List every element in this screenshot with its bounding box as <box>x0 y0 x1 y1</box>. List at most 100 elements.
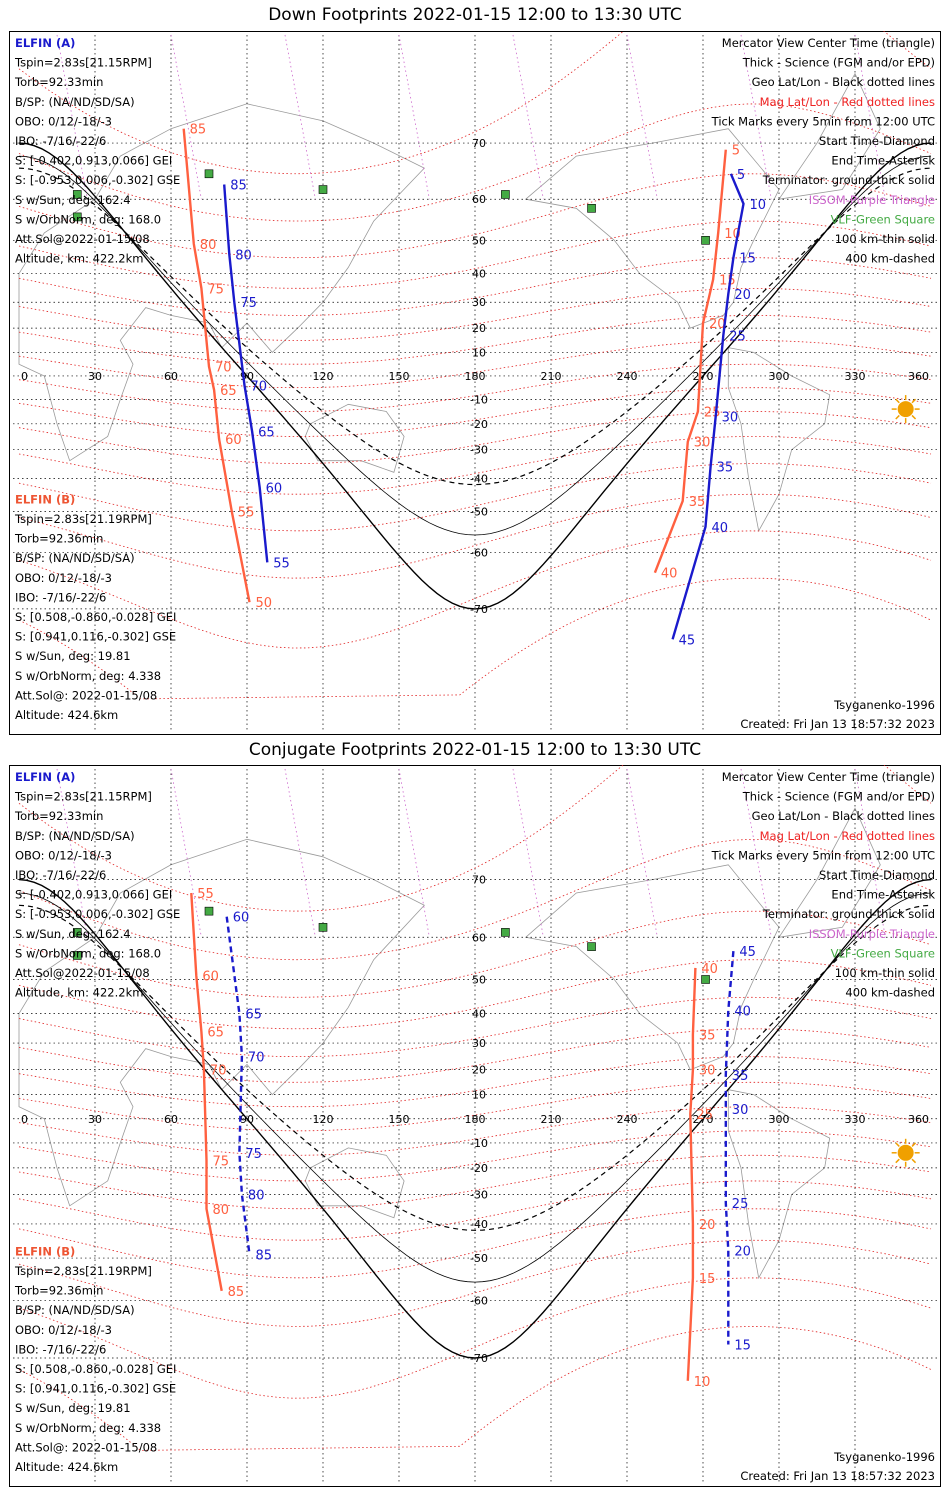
elfin-a-track-tick-label: 45 <box>679 633 696 648</box>
geo-grid <box>13 35 937 731</box>
elfin-b-param: OBO: 0/12/-18/-3 <box>15 571 112 585</box>
elfin-a-param: B/SP: (NA/ND/SD/SA) <box>15 95 135 109</box>
elfin-b-info: ELFIN (B) Tspin=2.83s[21.19RPM] Torb=92.36… <box>14 1244 176 1474</box>
elfin-a-track-tick-label: 70 <box>248 1051 265 1066</box>
elfin-a-track-tick-label: 45 <box>739 945 756 960</box>
elfin-b-track-tick-label: 35 <box>689 495 706 510</box>
elfin-a-track-tick-label: 60 <box>233 911 250 926</box>
vlf-green-square <box>501 928 510 937</box>
elfin-a-track-tick-label: 55 <box>273 556 290 571</box>
lon-tick-label: 90 <box>240 1113 254 1126</box>
elfin-b-param: S: [0.508,-0.860,-0.028] GEI <box>15 1362 176 1376</box>
elfin-b-param: S w/OrbNorm, deg: 4.338 <box>15 669 161 683</box>
legend-entry: End Time-Asterisk <box>831 888 935 902</box>
elfin-a-track-tick-label: 20 <box>734 288 751 303</box>
elfin-b-param: S w/Sun, deg: 19.81 <box>15 1401 131 1415</box>
lat-tick-label: -40 <box>470 472 488 485</box>
vlf-green-square <box>318 923 328 932</box>
elfin-b-track-tick-label: 5 <box>732 144 740 159</box>
elfin-b-param: S: [0.941,0.116,-0.302] GSE <box>15 1382 176 1396</box>
created-timestamp: Created: Fri Jan 13 18:57:32 2023 <box>740 717 935 731</box>
legend-entry: Mercator View Center Time (triangle) <box>722 770 935 784</box>
legend-entry: 400 km-dashed <box>845 986 935 1000</box>
elfin-a-track-tick-label: 10 <box>750 198 767 213</box>
mag-grid <box>18 31 932 700</box>
legend-entry: ISSOM-Purple Triangle <box>809 927 935 941</box>
lat-tick-label: -70 <box>470 603 488 616</box>
elfin-b-track-line <box>686 967 697 1381</box>
elfin-b-param: Torb=92.36min <box>14 1284 103 1298</box>
elfin-a-track-tick-label: 65 <box>258 425 275 440</box>
elfin-b-track-tick-label: 55 <box>197 887 214 902</box>
legend-entry: Thick - Science (FGM and/or EPD) <box>742 56 935 70</box>
legend-entry: End Time-Asterisk <box>831 154 935 168</box>
elfin-a-param: Tspin=2.83s[21.15RPM] <box>14 790 152 804</box>
axis-labels: 0 30 60 90 120 150 180 210 240 270 300 330 360 70 60 50… <box>21 874 929 1365</box>
elfin-b-track-line <box>653 149 727 574</box>
elfin-b-param: S w/OrbNorm, deg: 4.338 <box>15 1421 161 1435</box>
lon-tick-label: 360 <box>908 1113 929 1126</box>
elfin-a-param: S: [-0.953,0.006,-0.302] GSE <box>15 907 180 921</box>
elfin-b-track-tick-label: 15 <box>699 1272 716 1287</box>
vlf-green-square <box>72 928 82 937</box>
legend-entry: VLF-Green Square <box>831 212 935 226</box>
elfin-a-track-tick-label: 75 <box>245 1147 262 1162</box>
lon-tick-label: 120 <box>313 370 334 383</box>
elfin-b-track-tick-label: 65 <box>207 1026 224 1041</box>
legend-entry: Mag Lat/Lon - Red dotted lines <box>760 95 935 109</box>
mlt-lines <box>56 768 886 938</box>
model-name: Tsyganenko-1996 <box>833 1450 935 1464</box>
lon-tick-label: 240 <box>617 1113 638 1126</box>
elfin-a-param: S w/Sun, deg: 162.4 <box>15 927 131 941</box>
vlf-stations <box>72 906 710 984</box>
elfin-a-param: S w/Sun, deg: 162.4 <box>15 193 131 207</box>
lon-tick-label: 120 <box>313 1113 334 1126</box>
lon-tick-label: 240 <box>617 370 638 383</box>
elfin-a-param: Att.Sol@2022-01-15/08 <box>15 232 150 246</box>
elfin-a-param: S: [-0.402,0.913,0.066] GEI <box>15 888 172 902</box>
legend-entry: Mercator View Center Time (triangle) <box>722 36 935 50</box>
elfin-a-track-line <box>225 916 251 1255</box>
elfin-b-track-tick-label: 85 <box>190 123 207 138</box>
elfin-b-track-tick-label: 70 <box>215 361 232 376</box>
elfin-a-track-tick-label: 30 <box>722 410 739 425</box>
elfin-b-param: Altitude: 424.6km <box>15 1460 118 1474</box>
lat-tick-label: -10 <box>470 394 488 407</box>
elfin-a-param: S: [-0.953,0.006,-0.302] GSE <box>15 173 180 187</box>
lat-tick-label: -10 <box>470 1137 488 1150</box>
elfin-b-param: Att.Sol@: 2022-01-15/08 <box>15 688 157 702</box>
vlf-green-square <box>587 942 596 951</box>
lon-tick-label: 180 <box>465 370 486 383</box>
lat-tick-label: -60 <box>470 547 488 560</box>
panel-title-down: Down Footprints 2022-01-15 12:00 to 13:3… <box>268 5 682 25</box>
lon-tick-label: 150 <box>389 1113 410 1126</box>
elfin-b-track-tick-label: 20 <box>709 317 726 332</box>
elfin-a-param: Altitude, km: 422.2km <box>15 986 143 1000</box>
lat-tick-label: 30 <box>472 296 486 309</box>
elfin-b-param: Tspin=2.83s[21.19RPM] <box>14 512 152 526</box>
elfin-b-name: ELFIN (B) <box>15 1244 75 1258</box>
elfin-a-track-line <box>671 173 745 640</box>
vlf-green-square <box>318 185 328 194</box>
elfin-a-name: ELFIN (A) <box>15 36 75 50</box>
elfin-b-param: IBO: -7/16/-22/6 <box>15 590 106 604</box>
legend-entry: 100 km-thin solid <box>835 232 935 246</box>
sun-icon <box>891 395 920 424</box>
lat-tick-label: -60 <box>470 1294 488 1307</box>
lat-tick-label: -40 <box>470 1218 488 1231</box>
elfin-b-param: Tspin=2.83s[21.19RPM] <box>14 1264 152 1278</box>
elfin-a-track-tick-label: 35 <box>732 1069 749 1084</box>
lon-tick-label: 0 <box>21 370 28 383</box>
legend-entry: Geo Lat/Lon - Black dotted lines <box>752 75 935 89</box>
lat-tick-label: -20 <box>470 1162 488 1175</box>
elfin-b-param: OBO: 0/12/-18/-3 <box>15 1323 112 1337</box>
elfin-a-name: ELFIN (A) <box>15 770 75 784</box>
mlt-lines <box>56 34 886 200</box>
lat-tick-label: -30 <box>470 444 488 457</box>
lat-tick-label: -30 <box>470 1188 488 1201</box>
elfin-a-track-tick-label: 40 <box>712 521 729 536</box>
legend-entry: 400 km-dashed <box>845 252 935 266</box>
panel-title-conjugate: Conjugate Footprints 2022-01-15 12:00 to… <box>248 740 702 760</box>
lat-tick-label: 20 <box>472 322 486 335</box>
elfin-a-track-tick-label: 85 <box>230 178 247 193</box>
